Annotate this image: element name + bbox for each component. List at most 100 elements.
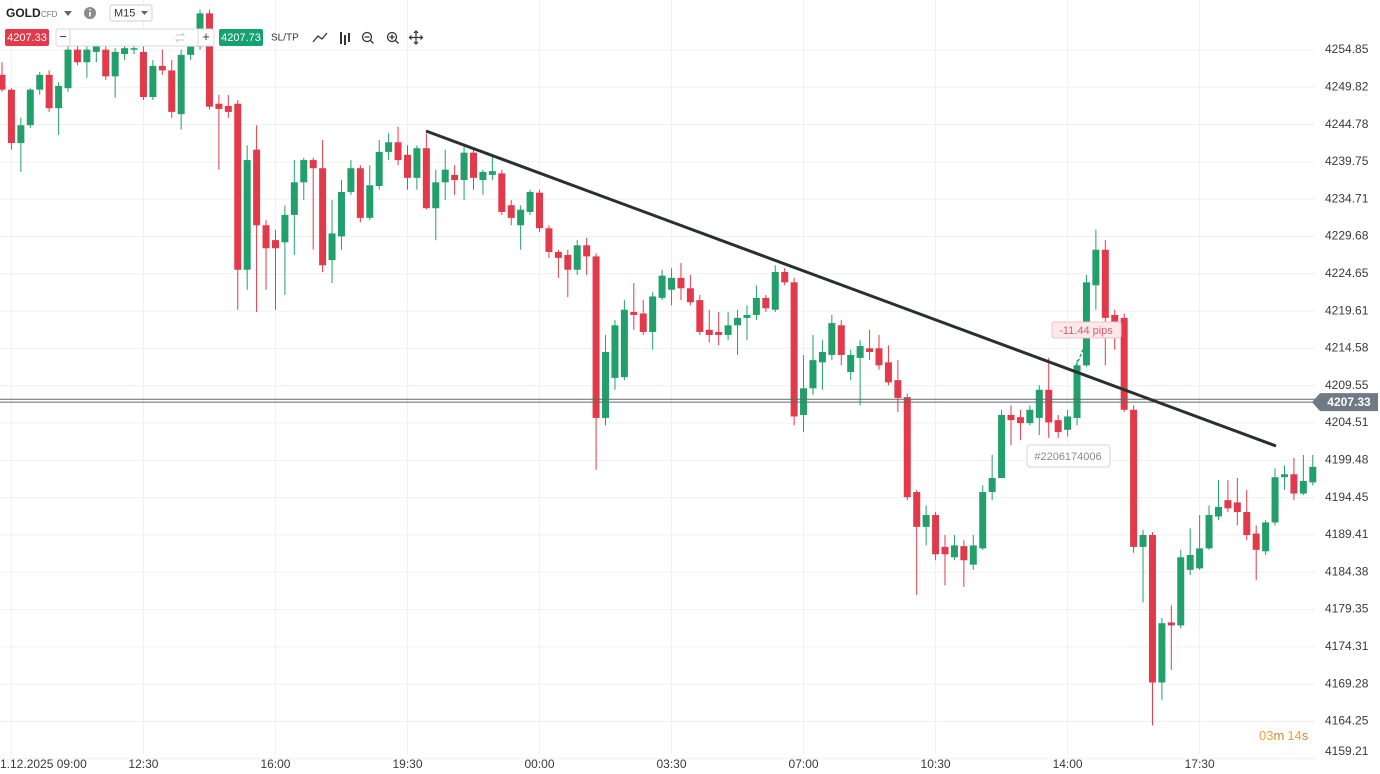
- symbol[interactable]: GOLD: [6, 6, 41, 20]
- candle-body: [1073, 365, 1081, 418]
- volume-minus[interactable]: −: [59, 29, 67, 44]
- candle-body: [36, 74, 44, 90]
- line-chart-icon[interactable]: [312, 32, 328, 43]
- x-tick-label: 14:00: [1053, 757, 1083, 771]
- candle-body: [55, 85, 63, 109]
- candle-body: [45, 74, 53, 109]
- timer-minutes: 03: [1259, 728, 1273, 743]
- sl-tp[interactable]: SL/TP: [271, 33, 299, 44]
- candle-body: [979, 492, 987, 549]
- candle-body: [224, 105, 232, 112]
- candle-body: [837, 325, 845, 355]
- x-tick-label: 10:30: [921, 757, 951, 771]
- swap-icon[interactable]: [174, 32, 186, 43]
- timeframe: M15: [114, 7, 135, 19]
- candle-body: [1252, 533, 1260, 550]
- candle-body: [1224, 500, 1232, 509]
- candle-body: [1290, 474, 1298, 494]
- y-tick-label: 4234.71: [1325, 191, 1369, 205]
- candle-body: [413, 148, 421, 178]
- y-tick-label: 4189.41: [1325, 527, 1369, 541]
- candle-body: [309, 160, 317, 169]
- candle-body: [1280, 474, 1288, 478]
- candle-body: [158, 65, 166, 71]
- zoom-in-glyph: [389, 34, 399, 44]
- buy-button[interactable]: [219, 29, 263, 46]
- candle-body: [281, 214, 289, 243]
- timeframe-select[interactable]: [109, 4, 153, 22]
- symbol-type: CFD: [41, 10, 58, 19]
- candle-body: [913, 492, 921, 527]
- candle-body: [1045, 389, 1053, 423]
- candle-body: [1205, 515, 1213, 549]
- candle-body: [1130, 409, 1138, 547]
- candle-timer: 03m 14s: [1259, 728, 1309, 743]
- candle-body: [7, 89, 15, 144]
- info-glyph: [89, 12, 91, 17]
- candle-body: [92, 45, 100, 52]
- sell-button[interactable]: [5, 29, 49, 46]
- candle-body: [26, 89, 34, 126]
- candle-body: [187, 46, 195, 55]
- candle-body: [1214, 506, 1222, 517]
- y-tick-label: 4194.45: [1325, 490, 1369, 504]
- candle-body: [17, 125, 25, 144]
- candle-body: [668, 277, 676, 290]
- candle-body: [1092, 249, 1100, 286]
- candle-body: [243, 160, 251, 270]
- candle-body: [498, 173, 506, 212]
- toolbar: GOLD CFD M15 4207.33 − + 4207.73 SL/TP: [5, 4, 424, 47]
- zoom-out-icon[interactable]: [361, 31, 373, 43]
- timer-seconds: 14: [1287, 728, 1301, 743]
- candle-body: [620, 309, 628, 378]
- trend-line[interactable]: [425, 129, 1277, 448]
- candle-body: [1299, 480, 1307, 494]
- x-tick-label: 12:30: [128, 757, 158, 771]
- candle-body: [1196, 548, 1204, 569]
- axis-layer: 4254.85 4249.82 4244.78 4239.75 4234.71 4229.…: [0, 42, 1378, 771]
- y-tick-label: 4209.55: [1325, 378, 1369, 392]
- candle-body: [847, 354, 855, 372]
- ticket-box[interactable]: [1026, 444, 1111, 468]
- candle-body: [366, 185, 374, 218]
- y-tick-label: 4229.68: [1325, 229, 1369, 243]
- candle-body: [205, 13, 213, 107]
- candle-body: [375, 151, 383, 186]
- pan-icon[interactable]: [408, 30, 424, 45]
- candle-body: [800, 388, 808, 415]
- symbol-dropdown[interactable]: [64, 11, 72, 16]
- zoom-in-icon[interactable]: [386, 31, 398, 43]
- candle-body: [356, 168, 364, 218]
- candle-body: [762, 297, 770, 309]
- candle-layer: [0, 9, 1320, 726]
- candle-body: [432, 182, 440, 209]
- candle-body: [950, 545, 958, 558]
- candle-body: [1026, 409, 1034, 424]
- candle-body: [752, 297, 760, 315]
- candle-icon[interactable]: [340, 32, 350, 45]
- candle-body: [300, 160, 308, 183]
- candle-body: [884, 362, 892, 383]
- candle-body: [658, 275, 666, 298]
- candle-body: [941, 546, 949, 555]
- candle-body: [488, 171, 496, 175]
- candle-body: [790, 282, 798, 417]
- x-tick-label: 03:30: [657, 757, 687, 771]
- volume-field[interactable]: [55, 28, 215, 47]
- candle-body: [130, 48, 138, 50]
- y-tick-label: 4204.51: [1325, 415, 1369, 429]
- candle-body: [1120, 317, 1128, 410]
- y-tick-label: 4219.61: [1325, 303, 1369, 317]
- y-tick-label: 4184.38: [1325, 564, 1369, 578]
- candle-body: [988, 477, 996, 493]
- candle-body: [573, 245, 581, 270]
- candle-body: [592, 256, 600, 418]
- candle-body: [1167, 622, 1175, 626]
- candle-body: [781, 271, 789, 283]
- candle-body: [998, 414, 1006, 478]
- candle-body: [347, 168, 355, 192]
- candle-body: [262, 225, 270, 249]
- y-tick-label: 4214.58: [1325, 341, 1369, 355]
- volume-plus[interactable]: +: [202, 29, 210, 44]
- candle-body: [83, 49, 91, 63]
